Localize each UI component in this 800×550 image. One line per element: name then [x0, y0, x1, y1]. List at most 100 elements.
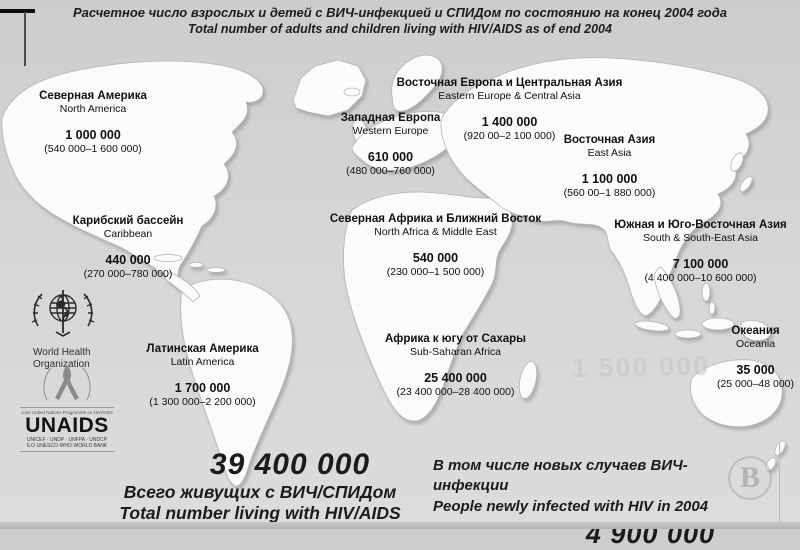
region-name-ru: Западная Европа	[340, 112, 441, 124]
region-label-western-europe: Западная Европа Western Europe 610 000 (…	[318, 112, 463, 177]
region-label-sub-saharan-africa: Африка к югу от Сахары Sub-Saharan Afric…	[358, 333, 553, 398]
bleed-through-text: 1 500 000	[571, 350, 711, 384]
who-text-line2: Organization	[33, 358, 90, 370]
region-value: 35 000	[736, 363, 775, 377]
region-value: 1 000 000	[65, 128, 121, 142]
region-range: (4 400 000–10 600 000)	[644, 272, 757, 284]
region-name-ru: Восточная Азия	[563, 134, 656, 146]
region-label-north-america: Северная Америка North America 1 000 000…	[8, 90, 178, 155]
region-name-en: Western Europe	[352, 125, 429, 137]
stamp-letter: B	[739, 461, 760, 494]
region-name-ru: Восточная Европа и Центральная Азия	[396, 77, 623, 89]
map-central-america	[164, 271, 201, 303]
page-edge-shadow	[779, 442, 780, 529]
region-label-caribbean: Карибский бассейн Caribbean 440 000 (270…	[43, 215, 213, 280]
region-name-ru: Океания	[731, 325, 780, 337]
region-label-east-asia: Восточная Азия East Asia 1 100 000 (560 …	[532, 134, 687, 199]
map-new-zealand-north	[774, 440, 786, 456]
map-indochina	[653, 267, 681, 319]
region-label-north-africa-middle-east: Северная Африка и Ближний Восток North A…	[328, 213, 543, 278]
region-name-en: North America	[59, 103, 127, 115]
map-north-america	[1, 60, 264, 282]
map-borneo	[701, 317, 735, 331]
page-bottom-shadow	[0, 522, 800, 529]
world-map	[1, 54, 786, 487]
region-name-ru: Северная Америка	[39, 90, 147, 102]
who-emblem-icon	[31, 290, 95, 337]
aids-ribbon-icon	[20, 362, 114, 407]
total-living-value: 39 400 000	[209, 448, 371, 481]
region-label-eastern-europe-central-asia: Восточная Европа и Центральная Азия East…	[392, 77, 627, 142]
who-logo: World Health Organization	[24, 286, 114, 370]
map-south-america	[180, 278, 293, 487]
region-value: 610 000	[367, 150, 414, 164]
region-value: 440 000	[105, 253, 151, 267]
region-label-oceania: Океания Oceania 35 000 (25 000–48 000)	[703, 325, 800, 390]
region-name-ru: Северная Африка и Ближний Восток	[329, 213, 542, 225]
region-name-en: East Asia	[587, 147, 632, 159]
map-iceland	[343, 87, 361, 97]
region-value: 1 100 000	[581, 172, 638, 186]
map-greenland	[292, 59, 367, 117]
scan-artifact-line	[24, 12, 26, 66]
unaids-cosponsors-line2: ILO·UNESCO·WHO·WORLD BANK	[20, 443, 114, 453]
map-japan-south	[739, 175, 753, 193]
region-name-en: Caribbean	[103, 228, 153, 240]
map-new-guinea	[740, 320, 771, 341]
region-name-en: Oceania	[735, 338, 776, 350]
scan-artifact-bar	[0, 9, 35, 13]
map-antilles	[206, 267, 226, 273]
region-range: (480 000–760 000)	[346, 165, 435, 177]
region-name-en: South & South-East Asia	[643, 232, 758, 244]
new-infections-label-ru: В том числе новых случаев ВИЧ-инфекции	[433, 457, 688, 495]
unaids-tagline: Joint United Nations Programme on HIV/AI…	[20, 407, 114, 415]
unaids-wordmark: UNAIDS	[25, 414, 109, 437]
map-java	[674, 329, 702, 339]
map-sumatra	[634, 320, 670, 332]
map-asia	[440, 57, 769, 317]
region-range: (25 000–48 000)	[716, 378, 795, 390]
region-range: (1 300 000–2 200 000)	[149, 396, 256, 408]
map-philippines	[701, 282, 711, 302]
map-title: Расчетное число взрослых и детей с ВИЧ-и…	[0, 5, 800, 36]
map-japan	[730, 152, 744, 172]
unaids-cosponsors-line1: UNICEF · UNDP · UNFPA · UNDCP	[26, 437, 108, 444]
page-title-en: Total number of adults and children livi…	[188, 22, 612, 36]
region-range: (23 400 000–28 400 000)	[396, 386, 515, 398]
region-name-ru: Африка к югу от Сахары	[384, 333, 526, 345]
region-label-latin-america: Латинская Америка Latin America 1 700 00…	[110, 343, 295, 408]
region-label-south-south-east-asia: Южная и Юго-Восточная Азия South & South…	[598, 219, 800, 284]
region-value: 7 100 000	[672, 257, 729, 271]
map-cuba	[153, 254, 183, 262]
map-madagascar	[518, 360, 538, 400]
region-value: 25 400 000	[424, 371, 487, 385]
library-stamp-b: B	[728, 456, 772, 500]
region-range: (230 000–1 500 000)	[386, 266, 485, 278]
region-name-en: Sub-Saharan Africa	[409, 346, 502, 358]
region-range: (540 000–1 600 000)	[44, 143, 142, 155]
page-title-ru: Расчетное число взрослых и детей с ВИЧ-и…	[72, 5, 728, 20]
new-infections-label-en: People newly infected with HIV in 2004	[433, 497, 709, 515]
total-living-label-en: Total number living with HIV/AIDS	[119, 502, 401, 523]
map-philippines-south	[708, 301, 716, 315]
region-name-en: North Africa & Middle East	[374, 226, 497, 238]
region-range: (270 000–780 000)	[83, 268, 173, 280]
region-name-en: Eastern Europe & Central Asia	[438, 90, 581, 102]
region-name-ru: Карибский бассейн	[72, 215, 184, 227]
region-value: 1 400 000	[481, 115, 538, 129]
map-africa	[343, 191, 513, 422]
new-infections-block: В том числе новых случаев ВИЧ-инфекции P…	[433, 456, 723, 550]
who-logo-text: World Health Organization	[24, 347, 114, 370]
region-value: 1 700 000	[174, 381, 231, 395]
map-scandinavia	[391, 54, 443, 112]
map-hispaniola	[188, 262, 204, 268]
unaids-logo: Joint United Nations Programme on HIV/AI…	[20, 362, 114, 453]
who-text-line1: World Health	[33, 347, 91, 358]
total-living-label-ru: Всего живущих с ВИЧ/СПИДом	[123, 482, 397, 502]
region-value: 540 000	[412, 251, 459, 265]
region-range: (560 00–1 880 000)	[563, 187, 656, 199]
region-name-ru: Латинская Америка	[146, 343, 259, 355]
total-living-block: 39 400 000 Всего живущих с ВИЧ/СПИДом To…	[85, 448, 435, 523]
map-australia	[690, 359, 783, 428]
region-name-ru: Южная и Юго-Восточная Азия	[614, 219, 787, 231]
